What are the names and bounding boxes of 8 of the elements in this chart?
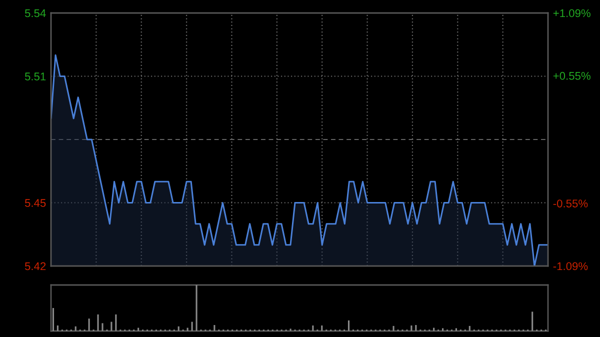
y2-tick-label: -1.09% bbox=[553, 262, 588, 270]
y2-tick-label: +0.55% bbox=[553, 72, 590, 80]
y-tick-label: 5.45 bbox=[24, 199, 46, 207]
y-tick-label: 5.42 bbox=[24, 262, 46, 270]
y2-tick-label: +1.09% bbox=[553, 9, 590, 18]
y-tick-label: 5.54 bbox=[24, 9, 46, 18]
y2-tick-label: -0.55% bbox=[553, 200, 588, 208]
y-tick-label: 5.51 bbox=[24, 72, 46, 80]
